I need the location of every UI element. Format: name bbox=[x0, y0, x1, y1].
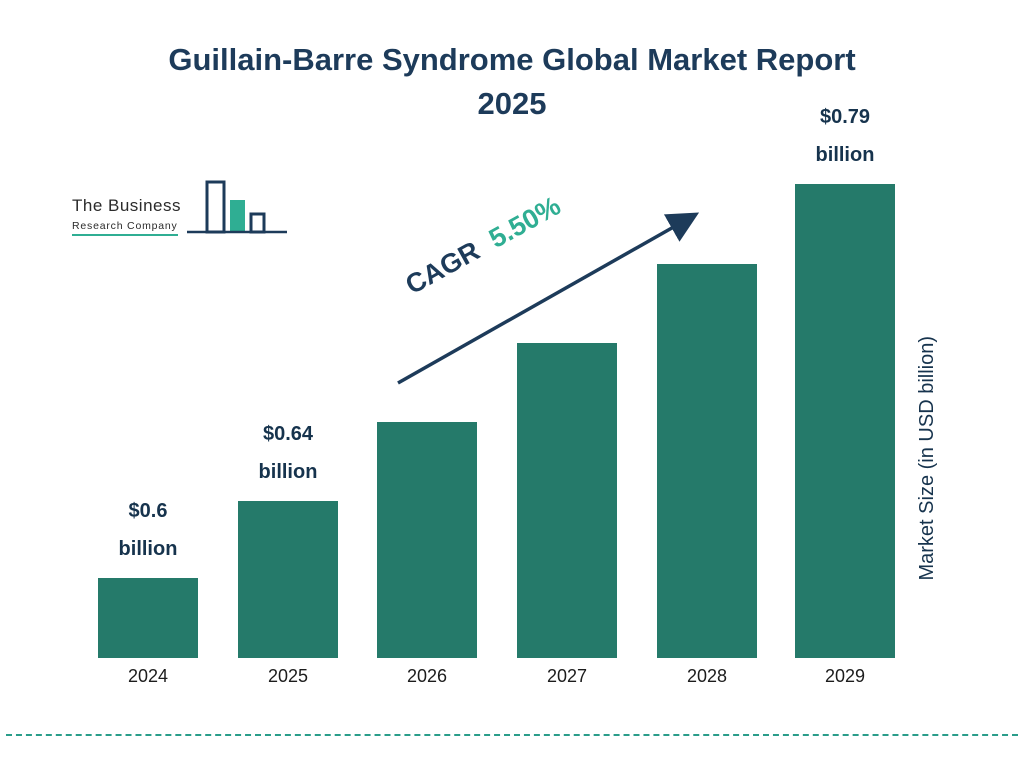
cagr-value: 5.50% bbox=[484, 190, 566, 254]
x-tick-2024: 2024 bbox=[127, 666, 169, 686]
x-tick-2025: 2025 bbox=[267, 666, 309, 686]
x-tick-2029: 2029 bbox=[824, 666, 866, 686]
bar-2028 bbox=[657, 264, 757, 658]
bar-2027 bbox=[517, 343, 617, 658]
company-logo-subtitle: Research Company bbox=[72, 220, 178, 236]
bar-value-label-2024: $0.6 billion bbox=[118, 500, 178, 560]
company-logo-text: The Business Research Company bbox=[72, 196, 181, 244]
x-tick-2027: 2027 bbox=[546, 666, 588, 686]
bar-2024 bbox=[98, 578, 198, 658]
company-logo: The Business Research Company bbox=[72, 178, 289, 244]
bar-2029 bbox=[795, 184, 895, 658]
bar-value-label-2029: $0.79 billion bbox=[815, 106, 875, 166]
cagr-annotation: CAGR5.50% bbox=[400, 191, 566, 302]
chart-title: Guillain-Barre Syndrome Global Market Re… bbox=[0, 38, 1024, 126]
bottom-dashed-line bbox=[6, 734, 1018, 736]
x-tick-2026: 2026 bbox=[406, 666, 448, 686]
bar-value-label-2025: $0.64 billion bbox=[258, 423, 318, 483]
bar-2026 bbox=[377, 422, 477, 658]
chart-title-line1: Guillain-Barre Syndrome Global Market Re… bbox=[168, 42, 856, 77]
bar-2025 bbox=[238, 501, 338, 658]
chart-title-line2: 2025 bbox=[477, 86, 547, 122]
cagr-label: CAGR bbox=[400, 235, 485, 301]
y-axis-label: Market Size (in USD billion) bbox=[916, 336, 938, 581]
company-logo-name: The Business bbox=[72, 196, 181, 215]
x-tick-2028: 2028 bbox=[686, 666, 728, 686]
logo-bars-icon bbox=[187, 180, 287, 234]
